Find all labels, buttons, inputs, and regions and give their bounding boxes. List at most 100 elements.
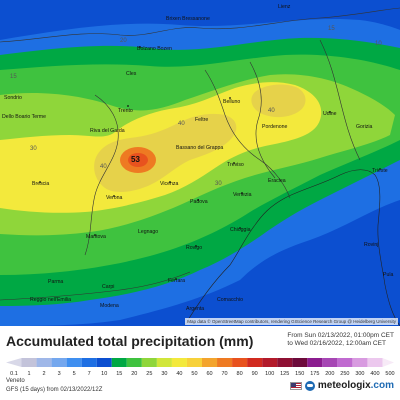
svg-text:Trieste: Trieste (372, 168, 388, 174)
color-scale: 0.1 1 2 3 5 7 10 15 20 25 30 40 50 60 70 80 90 100 125 150 1… (6, 358, 395, 377)
scale-tick-label: 60 (206, 371, 212, 377)
meteologix-logo-icon (304, 380, 315, 391)
svg-text:Verona: Verona (106, 195, 123, 201)
scale-swatch (6, 358, 22, 367)
svg-text:Dello Boario Terme: Dello Boario Terme (2, 114, 46, 120)
scale-swatch (337, 358, 353, 367)
svg-text:Vicenza: Vicenza (160, 181, 178, 187)
scale-tick-label: 0.1 (10, 371, 18, 377)
scale-swatch (382, 358, 394, 367)
scale-swatch (21, 358, 37, 367)
legend-unit: (mm) (219, 333, 254, 349)
brand[interactable]: meteologix.com (289, 380, 394, 391)
svg-text:Rovinj: Rovinj (364, 242, 378, 248)
brand-name: meteologix.com (317, 380, 394, 391)
svg-text:Treviso: Treviso (227, 162, 244, 168)
region-borders (0, 7, 400, 301)
svg-text:Bassano del Grappa: Bassano del Grappa (176, 145, 223, 151)
scale-tick-label: 80 (237, 371, 243, 377)
model-run: GFS (15 days) from 02/13/2022/12Z (6, 387, 103, 393)
map-svg: 20 15 15 10 40 40 40 30 30 53 Lienz Bolz… (0, 0, 400, 326)
scale-tick-label: 50 (191, 371, 197, 377)
svg-text:Legnago: Legnago (138, 229, 158, 235)
svg-text:Sondrio: Sondrio (4, 95, 22, 101)
time-range-to: to Wed 02/16/2022, 12:00am CET (287, 340, 386, 347)
precip-band-50-north (251, 84, 306, 118)
svg-text:Pula: Pula (383, 272, 393, 278)
scale-tick-label: 400 (370, 371, 379, 377)
svg-text:30: 30 (30, 146, 37, 152)
scale-tick-label: 5 (73, 371, 76, 377)
scale-swatch (81, 358, 97, 367)
scale-swatch (217, 358, 233, 367)
scale-swatch (141, 358, 157, 367)
scale-swatch (202, 358, 218, 367)
legend-panel: Accumulated total precipitation (mm) Fro… (0, 326, 400, 400)
scale-swatch (232, 358, 248, 367)
scale-swatch (171, 358, 187, 367)
scale-swatch (307, 358, 323, 367)
scale-tick-label: 7 (88, 371, 91, 377)
scale-swatch (51, 358, 67, 367)
svg-text:40: 40 (178, 121, 185, 127)
legend-title: Accumulated total precipitation (mm) (6, 333, 253, 349)
scale-tick-label: 70 (221, 371, 227, 377)
svg-text:Belluno: Belluno (223, 99, 240, 105)
svg-text:Parma: Parma (48, 279, 63, 285)
svg-text:Modena: Modena (100, 303, 119, 309)
scale-tick-label: 15 (116, 371, 122, 377)
city-labels: Lienz Bolzano Bozen Brixen Bressanone So… (2, 4, 393, 312)
svg-text:Riva del Garda: Riva del Garda (90, 128, 125, 134)
svg-text:Comacchio: Comacchio (217, 297, 243, 303)
us-flag-icon[interactable] (289, 381, 302, 390)
scale-swatch (247, 358, 263, 367)
svg-text:Lienz: Lienz (278, 4, 291, 10)
scale-swatch (277, 358, 293, 367)
svg-text:30: 30 (215, 181, 222, 187)
svg-text:Mantova: Mantova (86, 234, 106, 240)
svg-text:Ferrara: Ferrara (168, 278, 185, 284)
svg-text:Cles: Cles (126, 71, 137, 77)
scale-tick-label: 2 (43, 371, 46, 377)
scale-tick-label: 175 (310, 371, 319, 377)
scale-swatch (66, 358, 82, 367)
legend-title-text: Accumulated total precipitation (6, 333, 216, 349)
time-range-from: From Sun 02/13/2022, 01:00pm CET (287, 332, 394, 339)
svg-text:15: 15 (328, 26, 335, 32)
scale-tick-label: 125 (280, 371, 289, 377)
region-name: Veneto (6, 378, 25, 384)
svg-text:Feltre: Feltre (195, 117, 208, 123)
svg-text:Trento: Trento (118, 108, 133, 114)
scale-tick-label: 1 (28, 371, 31, 377)
scale-swatch (111, 358, 127, 367)
svg-text:15: 15 (10, 74, 17, 80)
scale-tick-label: 20 (131, 371, 137, 377)
svg-text:Carpi: Carpi (102, 284, 114, 290)
precip-max-core (128, 153, 148, 167)
scale-swatch (186, 358, 202, 367)
svg-text:Venezia: Venezia (233, 192, 252, 198)
scale-tick-label: 250 (340, 371, 349, 377)
svg-text:20: 20 (120, 38, 127, 44)
svg-text:Chioggia: Chioggia (230, 227, 251, 233)
scale-tick-label: 10 (101, 371, 107, 377)
time-range: From Sun 02/13/2022, 01:00pm CET to Wed … (287, 332, 394, 348)
svg-text:Bolzano Bozen: Bolzano Bozen (137, 46, 172, 52)
scale-tick-label: 500 (385, 371, 394, 377)
scale-swatch (292, 358, 308, 367)
scale-swatch (126, 358, 142, 367)
adriatic-coast (184, 169, 400, 326)
scale-tick-label: 150 (295, 371, 304, 377)
svg-text:Brescia: Brescia (32, 181, 49, 187)
scale-swatch (322, 358, 338, 367)
scale-swatch (352, 358, 368, 367)
scale-tick-label: 100 (265, 371, 274, 377)
max-precip-label: 53 (131, 155, 140, 164)
svg-text:40: 40 (268, 108, 275, 114)
svg-text:Udine: Udine (323, 111, 337, 117)
scale-swatch (36, 358, 52, 367)
map-canvas[interactable]: 20 15 15 10 40 40 40 30 30 53 Lienz Bolz… (0, 0, 400, 326)
svg-text:Pordenone: Pordenone (262, 124, 287, 130)
svg-text:Eraclea: Eraclea (268, 178, 286, 184)
svg-text:Rovigo: Rovigo (186, 245, 202, 251)
